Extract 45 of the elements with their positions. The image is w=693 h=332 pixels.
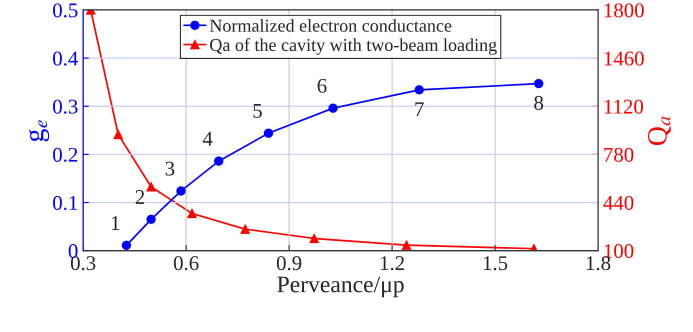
annotation: 2 (136, 190, 144, 204)
annotation: 3 (166, 162, 174, 176)
legend-label: Qa of the cavity with two-beam loading (210, 38, 497, 55)
y-tick-label: 0.4 (53, 51, 78, 66)
y2-tick-label: 1460 (604, 51, 644, 66)
x-tick-label: 0.6 (174, 256, 199, 270)
y2-tick-label: 1120 (604, 100, 644, 114)
y-tick-label: 0.2 (53, 148, 78, 162)
x-tick-label: 0.9 (276, 256, 302, 270)
point (309, 234, 319, 244)
legend-label: Normalized electron conductance (210, 19, 452, 32)
point (176, 186, 186, 196)
point (402, 240, 412, 250)
annotation: 7 (415, 102, 424, 116)
annotation: 1 (112, 216, 120, 230)
point (113, 130, 123, 140)
x-tick-label: 1.5 (484, 256, 508, 270)
x-tick-label: 0.3 (70, 256, 96, 270)
x-tick-label: 1.2 (380, 256, 404, 270)
point (146, 182, 156, 192)
point (328, 103, 338, 113)
y-axis-title: g$_{e}$ (28, 120, 50, 142)
point (187, 208, 197, 218)
point (264, 128, 274, 138)
point (214, 156, 224, 166)
annotation: 6 (318, 78, 327, 93)
x-axis-title: Perveance/μp (277, 276, 404, 298)
annotation: 5 (253, 104, 262, 118)
y-tick-label: 0.3 (53, 100, 78, 114)
point (122, 240, 132, 250)
y2-tick-label: 1800 (604, 3, 644, 18)
y2-tick-label: 440 (603, 196, 634, 210)
y-tick-label: 0.1 (53, 196, 78, 210)
y2-tick-label: 100 (604, 244, 634, 258)
point (240, 224, 250, 234)
y-tick-label: 0.5 (53, 3, 78, 18)
annotation: 4 (202, 132, 213, 146)
point (414, 85, 424, 95)
y2-axis-title: Q$_{a}$ (648, 116, 671, 145)
point (146, 214, 156, 224)
point (534, 78, 544, 88)
annotation: 8 (534, 96, 544, 110)
x-tick-label: 1.8 (586, 256, 610, 270)
y2-tick-label: 780 (604, 148, 634, 162)
y-tick-label: 0 (68, 244, 78, 258)
